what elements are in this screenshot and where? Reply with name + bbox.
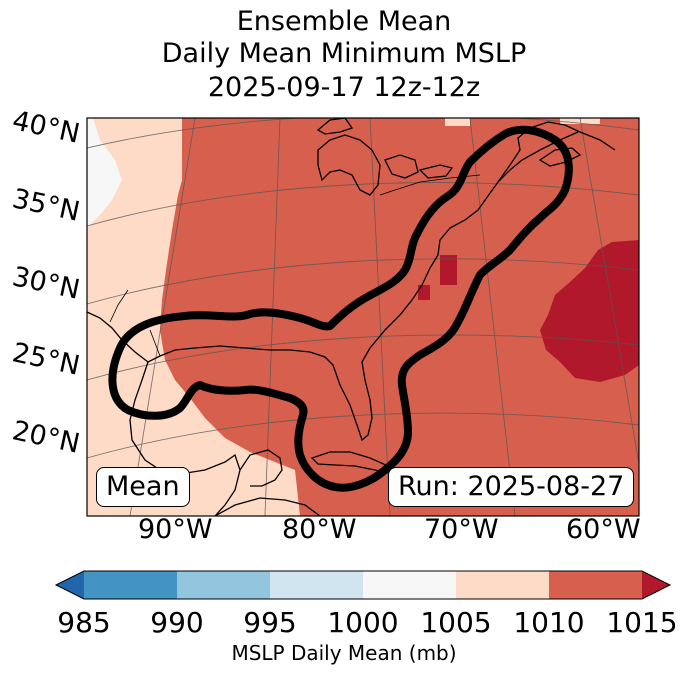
colorbar bbox=[54, 570, 672, 600]
lon-label-80w: 80°W bbox=[282, 514, 357, 545]
nova-scotia bbox=[538, 147, 582, 167]
central-america bbox=[214, 497, 321, 516]
colorbar-tick-995: 995 bbox=[243, 606, 297, 639]
colorbar-tick-1005: 1005 bbox=[420, 606, 492, 639]
mslp-band-1000-1005 bbox=[87, 118, 122, 228]
mslp-band-above-1015-east bbox=[540, 240, 639, 382]
map-area bbox=[87, 118, 639, 516]
great-lakes bbox=[316, 118, 454, 196]
colorbar-label: MSLP Daily Mean (mb) bbox=[231, 641, 457, 665]
run-date-box: Run: 2025-08-27 bbox=[388, 467, 635, 507]
lon-label-60w: 60°W bbox=[566, 514, 641, 545]
colorbar-segment-1005-1010 bbox=[456, 571, 549, 599]
title-line-1: Ensemble Mean bbox=[236, 6, 452, 37]
map-frame bbox=[86, 117, 640, 517]
colorbar-tick-1000: 1000 bbox=[327, 606, 399, 639]
colorbar-extend-high bbox=[642, 571, 670, 599]
lon-label-70w: 70°W bbox=[424, 514, 499, 545]
yucatan bbox=[239, 449, 283, 487]
colorbar-segment-990-995 bbox=[177, 571, 270, 599]
colorbar-segment-1000-1005 bbox=[363, 571, 456, 599]
colorbar-tick-1010: 1010 bbox=[513, 606, 585, 639]
colorbar-segment-985-990 bbox=[84, 571, 177, 599]
canada-coast bbox=[497, 121, 616, 183]
colorbar-outline bbox=[54, 570, 672, 600]
colorbar-extend-low bbox=[56, 571, 84, 599]
colorbar-tick-985: 985 bbox=[57, 606, 111, 639]
title-line-3: 2025-09-17 12z-12z bbox=[207, 72, 481, 103]
colorbar-segment-1010-1015 bbox=[549, 571, 642, 599]
colorbar-tick-990: 990 bbox=[150, 606, 204, 639]
gulf-coast bbox=[87, 131, 579, 442]
mslp-band-above-1015-coast bbox=[418, 255, 457, 300]
contour-outline bbox=[108, 125, 573, 492]
mean-box: Mean bbox=[96, 467, 190, 507]
lon-label-90w: 90°W bbox=[138, 514, 213, 545]
colorbar-tick-1015: 1015 bbox=[606, 606, 678, 639]
colorbar-segment-995-1000 bbox=[270, 571, 363, 599]
title-line-2: Daily Mean Minimum MSLP bbox=[161, 38, 527, 69]
